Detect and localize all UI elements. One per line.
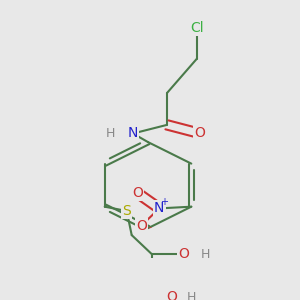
Text: H: H	[187, 291, 196, 300]
Text: O: O	[178, 247, 189, 261]
Text: O: O	[136, 219, 147, 232]
Text: H: H	[105, 127, 115, 140]
Text: O: O	[132, 186, 143, 200]
Text: H: H	[201, 248, 210, 260]
Text: N: N	[128, 127, 138, 140]
Text: S: S	[122, 204, 131, 218]
Text: Cl: Cl	[190, 21, 204, 34]
Text: -: -	[147, 222, 151, 232]
Text: O: O	[195, 127, 206, 140]
Text: O: O	[166, 290, 177, 300]
Text: +: +	[160, 197, 168, 207]
Text: N: N	[154, 201, 164, 215]
